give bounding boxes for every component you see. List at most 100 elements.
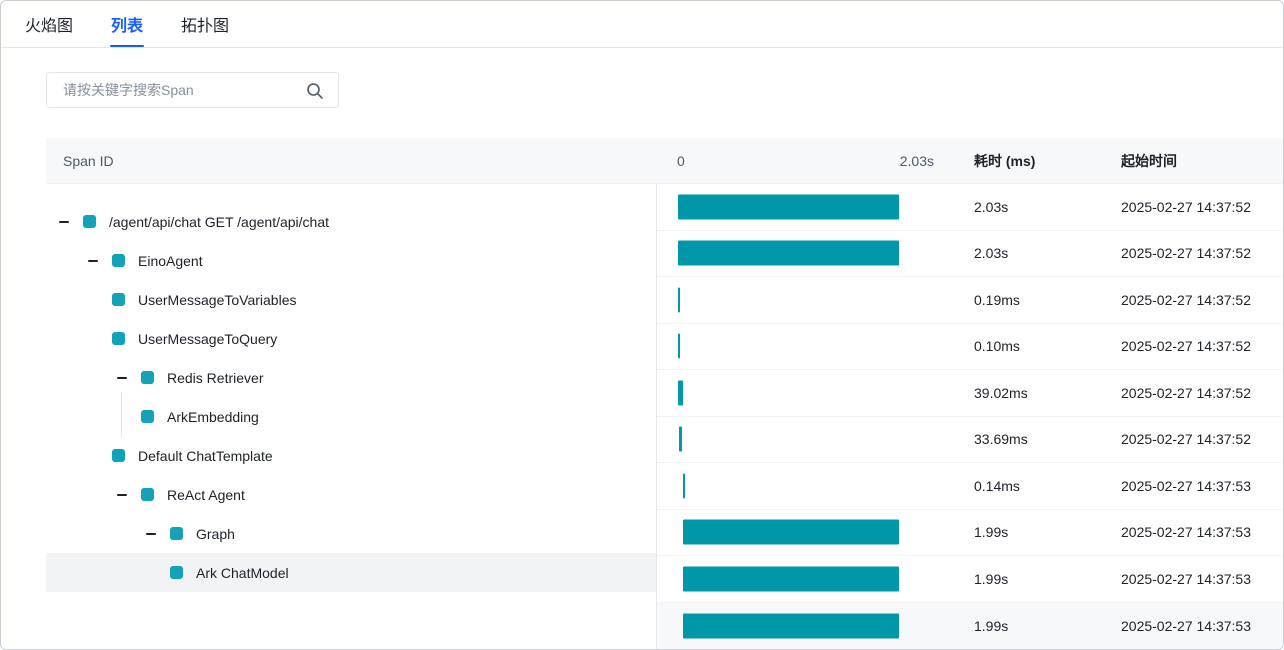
span-timeline-row[interactable]: 0.14ms 2025-02-27 14:37:53 [657, 463, 1283, 510]
header-span-id: Span ID [63, 152, 114, 169]
duration-value: 1.99s [974, 570, 1009, 587]
span-node-icon [141, 410, 154, 423]
header-timeline: 0 2.03s [657, 153, 951, 169]
duration-value: 2.03s [974, 245, 1009, 262]
duration-bar [678, 240, 899, 266]
header-start-time: 起始时间 [1121, 152, 1177, 169]
span-label: UserMessageToQuery [138, 330, 278, 347]
collapse-minus-icon[interactable] [117, 493, 127, 496]
span-label: Redis Retriever [167, 369, 264, 386]
span-node-icon [141, 488, 154, 501]
tree-row[interactable]: UserMessageToQuery [46, 319, 656, 358]
timeline-cell [657, 556, 951, 602]
collapse-minus-icon[interactable] [146, 532, 156, 535]
span-node-icon [170, 566, 183, 579]
duration-bar [678, 287, 681, 313]
span-timeline-row[interactable]: 2.03s 2025-02-27 14:37:52 [657, 231, 1283, 277]
timeline-cell [657, 510, 951, 556]
tab-flame-graph[interactable]: 火焰图 [25, 18, 74, 35]
span-timeline-row[interactable]: 1.99s 2025-02-27 14:37:53 [657, 510, 1283, 556]
search-input[interactable] [63, 82, 303, 98]
span-label: EinoAgent [138, 252, 203, 269]
duration-value: 2.03s [974, 198, 1009, 215]
search-icon[interactable] [306, 82, 324, 100]
tab-list[interactable]: 列表 [111, 1, 143, 47]
search-row [46, 72, 1283, 108]
span-node-icon [170, 527, 183, 540]
tree-row[interactable]: Redis Retriever [46, 358, 656, 397]
span-label: ArkEmbedding [167, 408, 259, 425]
tree-row[interactable]: ReAct Agent [46, 475, 656, 514]
start-time-value: 2025-02-27 14:37:52 [1121, 245, 1251, 262]
duration-bar [682, 473, 685, 499]
timeline-cell [657, 277, 951, 323]
start-time-value: 2025-02-27 14:37:52 [1121, 198, 1251, 215]
start-time-value: 2025-02-27 14:37:52 [1121, 338, 1251, 355]
tree-row[interactable]: Graph [46, 514, 656, 553]
span-node-icon [112, 332, 125, 345]
span-timeline-row[interactable]: 33.69ms 2025-02-27 14:37:52 [657, 417, 1283, 463]
span-label: /agent/api/chat GET /agent/api/chat [109, 213, 330, 230]
header-duration: 耗时 (ms) [974, 152, 1036, 169]
timeline-axis-start: 0 [677, 152, 685, 169]
duration-bar [682, 566, 900, 592]
timeline-axis-end: 2.03s [899, 152, 934, 169]
timeline-cell [657, 184, 951, 230]
timeline-cell [657, 463, 951, 509]
collapse-minus-icon[interactable] [59, 220, 69, 223]
span-table: Span ID 0 2.03s 耗时 (ms) 起始时间 /agent/api/… [46, 138, 1283, 649]
duration-bar [678, 194, 899, 220]
table-header: Span ID 0 2.03s 耗时 (ms) 起始时间 [46, 138, 1283, 184]
timeline-cell [657, 417, 951, 463]
span-rows-panel: 2.03s 2025-02-27 14:37:52 2.03s 2025-02-… [657, 184, 1283, 649]
span-timeline-row[interactable]: 1.99s 2025-02-27 14:37:53 [657, 556, 1283, 603]
span-label: Ark ChatModel [196, 564, 289, 581]
span-node-icon [83, 215, 96, 228]
span-timeline-row[interactable]: 0.19ms 2025-02-27 14:37:52 [657, 277, 1283, 324]
tree-row[interactable]: Ark ChatModel [46, 553, 656, 592]
duration-bar [678, 380, 683, 406]
span-label: ReAct Agent [167, 486, 245, 503]
timeline-cell [657, 231, 951, 277]
tab-bar: 火焰图 列表 拓扑图 [1, 1, 1283, 48]
search-box[interactable] [46, 72, 339, 108]
span-node-icon [112, 449, 125, 462]
span-label: Graph [196, 525, 235, 542]
span-timeline-row[interactable]: 0.10ms 2025-02-27 14:37:52 [657, 324, 1283, 370]
span-node-icon [141, 371, 154, 384]
start-time-value: 2025-02-27 14:37:53 [1121, 524, 1251, 541]
duration-bar [682, 519, 900, 545]
tree-row[interactable]: ArkEmbedding [46, 392, 656, 438]
tree-row[interactable]: EinoAgent [46, 241, 656, 280]
duration-value: 39.02ms [974, 384, 1028, 401]
start-time-value: 2025-02-27 14:37:52 [1121, 384, 1251, 401]
start-time-value: 2025-02-27 14:37:53 [1121, 477, 1251, 494]
tree-row[interactable]: Default ChatTemplate [46, 436, 656, 475]
span-node-icon [112, 293, 125, 306]
span-tree-panel: /agent/api/chat GET /agent/api/chat Eino… [46, 184, 657, 649]
timeline-cell [657, 324, 951, 370]
span-label: UserMessageToVariables [138, 291, 297, 308]
span-node-icon [112, 254, 125, 267]
duration-value: 1.99s [974, 617, 1009, 634]
collapse-minus-icon[interactable] [88, 259, 98, 262]
collapse-minus-icon[interactable] [117, 376, 127, 379]
duration-value: 0.14ms [974, 477, 1020, 494]
duration-bar [678, 426, 683, 452]
start-time-value: 2025-02-27 14:37:52 [1121, 431, 1251, 448]
tree-row[interactable]: UserMessageToVariables [46, 280, 656, 319]
tree-guide-line [121, 392, 122, 438]
duration-value: 33.69ms [974, 431, 1028, 448]
tree-row[interactable]: /agent/api/chat GET /agent/api/chat [46, 202, 656, 241]
duration-bar [678, 333, 681, 359]
start-time-value: 2025-02-27 14:37:53 [1121, 570, 1251, 587]
duration-value: 0.19ms [974, 291, 1020, 308]
span-timeline-row[interactable]: 2.03s 2025-02-27 14:37:52 [657, 184, 1283, 231]
span-timeline-row[interactable]: 39.02ms 2025-02-27 14:37:52 [657, 370, 1283, 417]
start-time-value: 2025-02-27 14:37:53 [1121, 617, 1251, 634]
duration-value: 0.10ms [974, 338, 1020, 355]
table-body: /agent/api/chat GET /agent/api/chat Eino… [46, 184, 1283, 649]
tab-topology[interactable]: 拓扑图 [181, 18, 230, 35]
span-timeline-row[interactable]: 1.99s 2025-02-27 14:37:53 [657, 602, 1283, 649]
